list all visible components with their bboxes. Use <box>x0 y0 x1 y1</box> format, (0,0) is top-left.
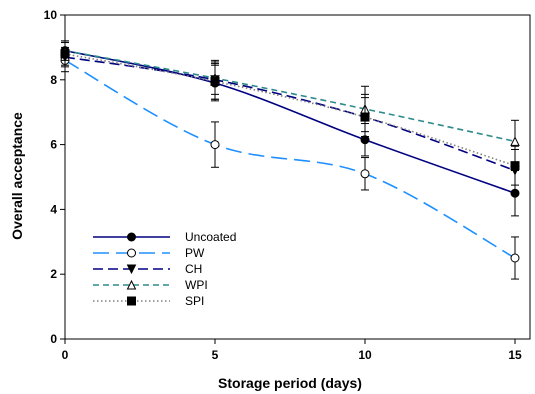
data-point-spi <box>360 112 370 122</box>
y-tick-label: 10 <box>44 8 58 22</box>
series-line-ch <box>64 56 516 172</box>
y-tick-label: 2 <box>50 267 57 281</box>
series-line-spi <box>64 53 516 167</box>
data-point-spi <box>510 161 520 171</box>
series-spi <box>60 42 520 186</box>
x-tick-label: 10 <box>358 348 372 362</box>
axes: 0 2 4 6 8 10 0 5 10 15 <box>44 8 531 362</box>
legend-label-spi: SPI <box>185 294 204 308</box>
y-tick-label: 6 <box>50 138 57 152</box>
series-pw <box>60 48 520 280</box>
series-line-wpi <box>64 49 516 143</box>
x-tick-label: 5 <box>212 348 219 362</box>
x-axis-label: Storage period (days) <box>218 375 362 391</box>
legend-marker-spi <box>127 296 136 306</box>
legend-label-uncoated: Uncoated <box>185 230 236 244</box>
data-point-spi <box>60 49 70 59</box>
series-line-uncoated <box>64 49 516 194</box>
legend-marker-pw <box>127 248 136 258</box>
x-tick-label: 0 <box>62 348 69 362</box>
legend-label-ch: CH <box>185 262 202 276</box>
y-tick-label: 4 <box>50 202 57 216</box>
plot-frame <box>64 14 531 340</box>
series-uncoated <box>60 40 520 217</box>
y-tick-label: 0 <box>50 332 57 346</box>
x-tick-label: 15 <box>508 348 522 362</box>
data-point-pw <box>210 140 220 150</box>
y-axis-label: Overall acceptance <box>9 112 25 240</box>
y-tick-label: 8 <box>50 73 57 87</box>
legend-marker-wpi <box>126 279 137 290</box>
legend-marker-uncoated <box>127 232 136 242</box>
legend: Uncoated PW CH WPI SPI <box>93 230 236 308</box>
series-layer <box>60 40 520 280</box>
legend-label-pw: PW <box>185 246 205 260</box>
legend-label-wpi: WPI <box>185 278 208 292</box>
series-line-pw <box>64 59 516 259</box>
legend-marker-ch <box>126 264 137 275</box>
data-point-pw <box>510 253 520 263</box>
data-point-spi <box>210 76 220 86</box>
data-point-pw <box>360 169 370 179</box>
data-point-wpi <box>510 136 520 146</box>
